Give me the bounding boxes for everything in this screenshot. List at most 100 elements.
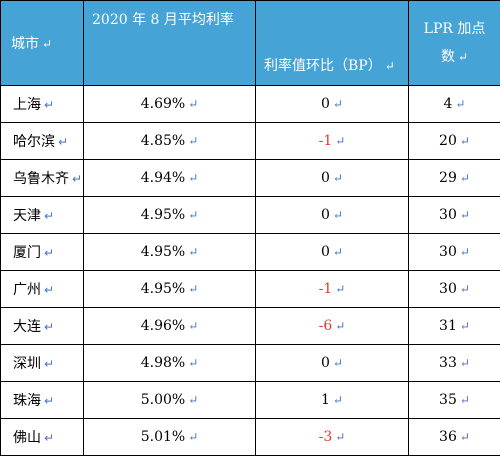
lpr-cell: 30↵ (409, 197, 500, 234)
city-cell-value: 天津 (13, 208, 41, 224)
city-cell: 天津↵ (1, 197, 84, 234)
paragraph-mark-icon: ↵ (188, 97, 198, 111)
lpr-cell: 30↵ (409, 271, 500, 308)
rate-cell-value: 4.94% (141, 170, 185, 186)
paragraph-mark-icon: ↵ (333, 356, 343, 370)
table-row: 上海↵4.69%↵0↵4↵ (1, 86, 500, 123)
paragraph-mark-icon: ↵ (44, 209, 54, 223)
city-cell-value: 佛山 (13, 430, 41, 446)
lpr-cell-value: 33 (439, 355, 457, 371)
change-cell-value: -1 (319, 133, 333, 149)
paragraph-mark-icon: ↵ (460, 245, 470, 259)
rate-cell: 4.95%↵ (84, 271, 256, 308)
header-rate: 2020 年 8 月平均利率 (84, 1, 256, 86)
change-cell: 0↵ (256, 234, 409, 271)
paragraph-mark-icon: ↵ (42, 37, 52, 51)
city-cell: 上海↵ (1, 86, 84, 123)
paragraph-mark-icon: ↵ (188, 393, 198, 407)
lpr-cell: 35↵ (409, 382, 500, 419)
rate-cell-value: 4.98% (141, 355, 185, 371)
lpr-cell-value: 20 (439, 133, 457, 149)
table-row: 哈尔滨↵4.85%↵-1↵20↵ (1, 123, 500, 160)
paragraph-mark-icon: ↵ (188, 208, 198, 222)
city-cell-value: 厦门 (13, 245, 41, 261)
paragraph-mark-icon: ↵ (188, 356, 198, 370)
paragraph-mark-icon: ↵ (385, 59, 395, 73)
paragraph-mark-icon: ↵ (44, 320, 54, 334)
paragraph-mark-icon: ↵ (44, 98, 54, 112)
city-cell: 哈尔滨↵ (1, 123, 84, 160)
change-cell-value: -6 (319, 318, 333, 334)
change-cell-value: 0 (321, 244, 330, 260)
lpr-cell: 30↵ (409, 234, 500, 271)
rate-cell: 4.95%↵ (84, 197, 256, 234)
change-cell: -3↵ (256, 419, 409, 456)
change-cell: -1↵ (256, 123, 409, 160)
paragraph-mark-icon: ↵ (44, 283, 54, 297)
rate-cell-value: 4.95% (141, 281, 185, 297)
table-row: 天津↵4.95%↵0↵30↵ (1, 197, 500, 234)
paragraph-mark-icon: ↵ (333, 97, 343, 111)
lpr-cell: 20↵ (409, 123, 500, 160)
rate-cell: 4.85%↵ (84, 123, 256, 160)
lpr-cell-value: 36 (439, 429, 457, 445)
change-cell: 0↵ (256, 197, 409, 234)
city-cell: 珠海↵ (1, 382, 84, 419)
paragraph-mark-icon: ↵ (335, 430, 345, 444)
change-cell: 0↵ (256, 160, 409, 197)
city-cell-value: 深圳 (13, 356, 41, 372)
header-lpr: LPR 加点数↵ (409, 1, 500, 86)
city-cell: 大连↵ (1, 308, 84, 345)
paragraph-mark-icon: ↵ (44, 431, 54, 445)
lpr-cell: 4↵ (409, 86, 500, 123)
paragraph-mark-icon: ↵ (188, 430, 198, 444)
rate-cell-value: 4.95% (141, 207, 185, 223)
rate-cell: 4.94%↵ (84, 160, 256, 197)
city-cell-value: 广州 (13, 282, 41, 298)
city-cell-value: 上海 (13, 97, 41, 113)
paragraph-mark-icon: ↵ (335, 134, 345, 148)
city-cell-value: 珠海 (13, 393, 41, 409)
change-cell: 1↵ (256, 382, 409, 419)
rate-cell-value: 5.01% (141, 429, 185, 445)
paragraph-mark-icon: ↵ (44, 357, 54, 371)
change-cell: 0↵ (256, 345, 409, 382)
rate-cell-value: 4.96% (141, 318, 185, 334)
paragraph-mark-icon: ↵ (188, 171, 198, 185)
paragraph-mark-icon: ↵ (72, 172, 82, 186)
change-cell-value: 0 (321, 207, 330, 223)
city-cell: 厦门↵ (1, 234, 84, 271)
lpr-cell-value: 31 (439, 318, 457, 334)
paragraph-mark-icon: ↵ (333, 245, 343, 259)
change-cell-value: -3 (319, 429, 333, 445)
paragraph-mark-icon: ↵ (460, 171, 470, 185)
paragraph-mark-icon: ↵ (460, 356, 470, 370)
city-cell-value: 哈尔滨 (13, 134, 55, 150)
city-cell-value: 大连 (13, 319, 41, 335)
lpr-cell-value: 30 (439, 207, 457, 223)
change-cell: -1↵ (256, 271, 409, 308)
change-cell-value: 0 (321, 96, 330, 112)
change-cell-value: -1 (319, 281, 333, 297)
lpr-cell-value: 29 (439, 170, 457, 186)
paragraph-mark-icon: ↵ (188, 282, 198, 296)
header-city: 城市↵ (1, 1, 84, 86)
rate-cell-value: 4.69% (141, 96, 185, 112)
city-cell-value: 乌鲁木齐 (13, 171, 69, 187)
paragraph-mark-icon: ↵ (44, 246, 54, 260)
rate-cell-value: 4.85% (141, 133, 185, 149)
paragraph-mark-icon: ↵ (188, 134, 198, 148)
paragraph-mark-icon: ↵ (460, 208, 470, 222)
paragraph-mark-icon: ↵ (44, 394, 54, 408)
rate-cell-value: 4.95% (141, 244, 185, 260)
paragraph-mark-icon: ↵ (335, 282, 345, 296)
table-row: 深圳↵4.98%↵0↵33↵ (1, 345, 500, 382)
lpr-cell: 31↵ (409, 308, 500, 345)
lpr-cell-value: 4 (444, 96, 453, 112)
rate-cell: 4.69%↵ (84, 86, 256, 123)
table-row: 厦门↵4.95%↵0↵30↵ (1, 234, 500, 271)
paragraph-mark-icon: ↵ (458, 50, 468, 64)
rate-cell: 4.98%↵ (84, 345, 256, 382)
paragraph-mark-icon: ↵ (460, 282, 470, 296)
